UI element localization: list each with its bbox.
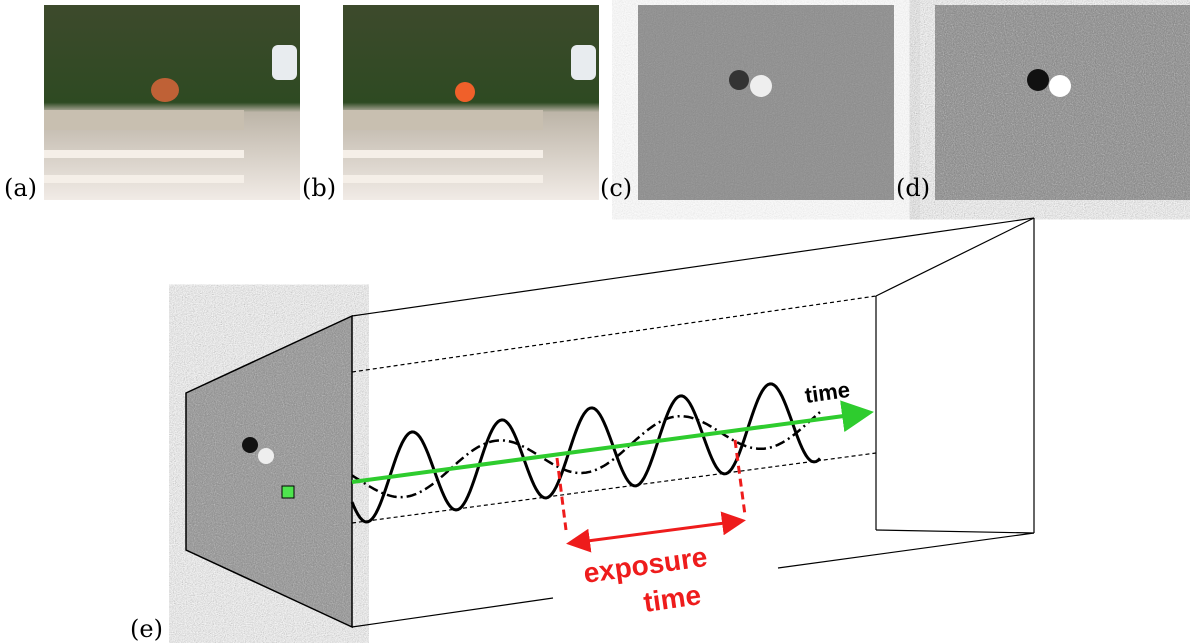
time-axis xyxy=(352,413,866,482)
panel-label: (b) xyxy=(302,174,336,202)
signal xyxy=(352,384,820,522)
residual-c xyxy=(638,5,894,200)
panel-label: (e) xyxy=(130,615,163,643)
panel-label: (d) xyxy=(896,174,930,202)
panel-label: (a) xyxy=(4,174,37,202)
exposure-label: time xyxy=(642,579,703,618)
axis-label: time xyxy=(803,377,851,408)
residual-d xyxy=(935,5,1190,200)
frame-face xyxy=(186,316,352,627)
photo-a xyxy=(44,5,300,200)
photo-b xyxy=(343,5,599,200)
figure: (a) (b) (c) (d) xyxy=(0,0,1190,643)
panel-label: (c) xyxy=(600,174,632,202)
exposure-marker xyxy=(557,440,745,543)
